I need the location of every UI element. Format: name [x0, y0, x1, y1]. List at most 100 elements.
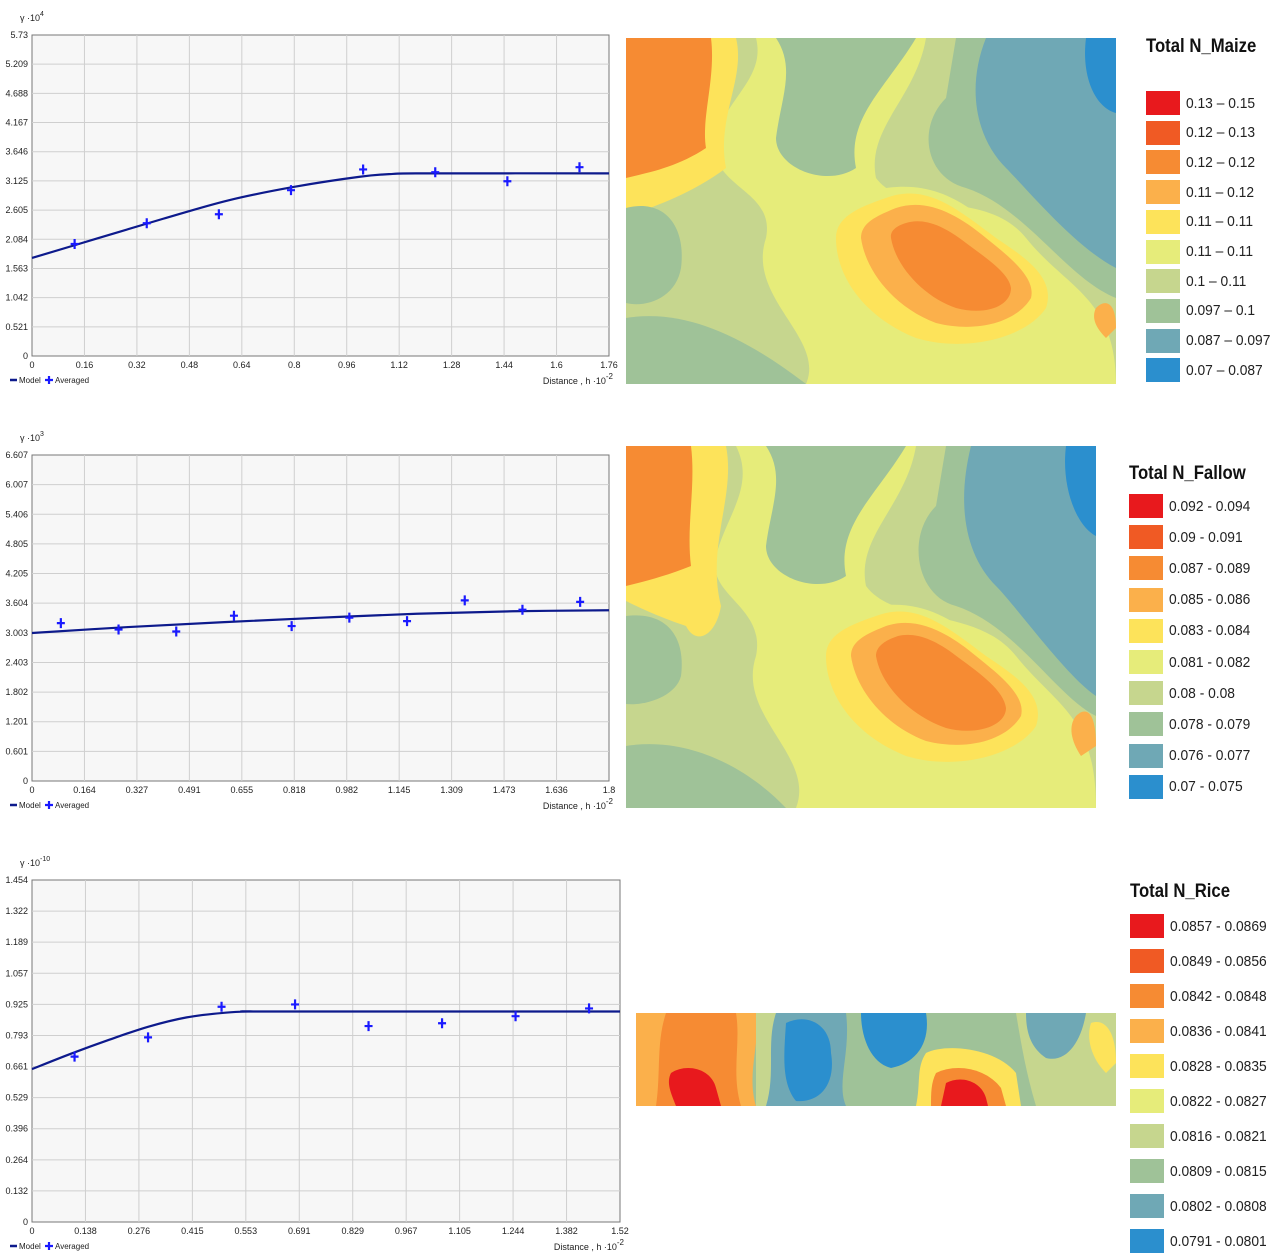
legend-class-swatch [1146, 150, 1180, 175]
legend-class-swatch [1129, 681, 1163, 706]
legend-title: Total N_Fallow [1129, 463, 1246, 484]
legend-class-label: 0.0822 - 0.0827 [1170, 1092, 1267, 1110]
x-axis-label: Distance , h ·10-2 [543, 797, 614, 811]
x-tick-label: 1.76 [600, 360, 618, 370]
model-series-line [31, 609, 610, 635]
averaged-point [172, 626, 181, 637]
model-series-line [31, 172, 610, 260]
averaged-point [214, 209, 223, 220]
legend-class-swatch [1130, 914, 1164, 938]
x-tick-label: 1.52 [611, 1226, 629, 1236]
averaged-point [56, 618, 65, 629]
y-tick-label: 0.925 [5, 999, 28, 1009]
x-tick-label: 0.64 [233, 360, 251, 370]
y-tick-label: 1.563 [5, 263, 28, 273]
legend-class-row: 0.0822 - 0.0827 [1130, 1088, 1273, 1114]
legend-class-row: 0.11 – 0.12 [1146, 179, 1260, 205]
x-tick-label: 0.691 [288, 1226, 311, 1236]
legend-class-row: 0.081 - 0.082 [1129, 649, 1257, 675]
legend-averaged-marker [45, 801, 53, 809]
x-tick-label: 1.309 [440, 785, 463, 795]
legend-class-label: 0.0849 - 0.0856 [1170, 952, 1267, 970]
legend-class-row: 0.07 - 0.075 [1129, 774, 1249, 800]
y-tick-label: 2.403 [5, 657, 28, 667]
legend-class-swatch [1130, 1019, 1164, 1043]
averaged-point [70, 1051, 79, 1062]
fallow-interpolation-map [626, 446, 1096, 808]
y-tick-label: 1.057 [5, 968, 28, 978]
legend-class-label: 0.12 – 0.13 [1186, 124, 1256, 142]
legend-averaged-label: Averaged [55, 1242, 89, 1251]
x-tick-label: 1.8 [603, 785, 616, 795]
averaged-point [359, 164, 368, 175]
y-tick-label: 0.132 [5, 1186, 28, 1196]
y-axis-label: γ ·103 [20, 431, 44, 443]
legend-class-label: 0.11 – 0.12 [1186, 183, 1255, 201]
legend-class-row: 0.087 - 0.089 [1129, 555, 1257, 581]
legend-class-row: 0.1 – 0.11 [1146, 268, 1252, 294]
averaged-point [114, 624, 123, 635]
legend-class-swatch [1130, 1089, 1164, 1113]
legend-class-swatch [1129, 743, 1163, 768]
y-tick-label: 2.605 [5, 205, 28, 215]
x-tick-label: 0 [29, 785, 34, 795]
x-tick-label: 0.967 [395, 1226, 418, 1236]
y-tick-label: 0 [23, 776, 28, 786]
legend-class-row: 0.083 - 0.084 [1129, 618, 1257, 644]
legend-class-label: 0.0816 - 0.0821 [1170, 1127, 1267, 1145]
legend-class-swatch [1129, 525, 1163, 550]
legend-class-swatch [1129, 618, 1163, 643]
x-tick-label: 1.28 [443, 360, 461, 370]
x-tick-label: 1.145 [388, 785, 411, 795]
y-tick-label: 6.607 [5, 450, 28, 460]
y-axis-label: γ ·10-10 [20, 856, 50, 868]
legend-class-swatch [1129, 712, 1163, 737]
legend-class-label: 0.07 – 0.087 [1186, 361, 1263, 379]
legend-class-label: 0.11 – 0.11 [1186, 243, 1254, 260]
legend-class-label: 0.087 – 0.097 [1186, 332, 1271, 350]
legend-class-label: 0.08 - 0.08 [1169, 684, 1235, 702]
y-tick-label: 0.601 [5, 746, 28, 756]
x-tick-label: 0.96 [338, 360, 356, 370]
legend-class-row: 0.0849 - 0.0856 [1130, 948, 1273, 974]
legend-class-swatch [1146, 180, 1180, 205]
averaged-point [229, 610, 238, 621]
model-series-line [31, 1010, 620, 1071]
legend-title: Total N_Rice [1130, 881, 1231, 902]
semivariogram-chart-fallow: 0 0.164 0.327 0.491 0.655 0.818 0.982 1.145 1.30… [5, 431, 616, 811]
y-tick-label: 4.688 [5, 88, 28, 98]
legend-class-label: 0.087 - 0.089 [1169, 559, 1251, 577]
legend-class-swatch [1129, 650, 1163, 674]
semivariogram-chart-maize: 0 0.16 0.32 0.48 0.64 0.8 0.96 1.12 1.28 1.44 1.6 1… [5, 11, 618, 386]
x-tick-label: 0.32 [128, 360, 146, 370]
legend-class-row: 0.0816 - 0.0821 [1130, 1123, 1273, 1149]
legend-class-label: 0.0809 - 0.0815 [1170, 1162, 1267, 1180]
legend-class-row: 0.08 - 0.08 [1129, 680, 1241, 706]
y-tick-label: 4.205 [5, 569, 28, 579]
y-tick-label: 0 [23, 1217, 28, 1227]
y-tick-label: 5.73 [10, 30, 28, 40]
y-tick-label: 1.189 [5, 937, 28, 947]
y-tick-label: 2.084 [5, 234, 28, 244]
semivariogram-chart-rice: 0 0.138 0.276 0.415 0.553 0.691 0.829 0.967 1.10… [5, 856, 629, 1252]
y-tick-label: 1.802 [5, 687, 28, 697]
maize-interpolation-map [626, 38, 1116, 384]
legend-class-label: 0.083 - 0.084 [1169, 622, 1251, 640]
legend-class-swatch [1130, 949, 1164, 973]
x-tick-label: 0.276 [128, 1226, 151, 1236]
legend-class-label: 0.1 – 0.11 [1186, 272, 1247, 290]
x-tick-label: 0.655 [231, 785, 254, 795]
averaged-point [518, 604, 527, 615]
plot-area [31, 879, 621, 1223]
legend-model-label: Model [19, 801, 41, 810]
legend-class-row: 0.12 – 0.13 [1146, 120, 1261, 146]
y-tick-label: 1.201 [5, 717, 28, 727]
averaged-point [511, 1011, 520, 1022]
legend-class-label: 0.0842 - 0.0848 [1170, 987, 1267, 1005]
y-tick-label: 3.125 [5, 176, 28, 186]
legend-averaged-marker [45, 376, 53, 384]
x-tick-label: 0.16 [76, 360, 94, 370]
legend-class-label: 0.09 - 0.091 [1169, 528, 1243, 546]
legend-class-row: 0.0809 - 0.0815 [1130, 1158, 1273, 1184]
legend-class-swatch [1146, 91, 1180, 115]
